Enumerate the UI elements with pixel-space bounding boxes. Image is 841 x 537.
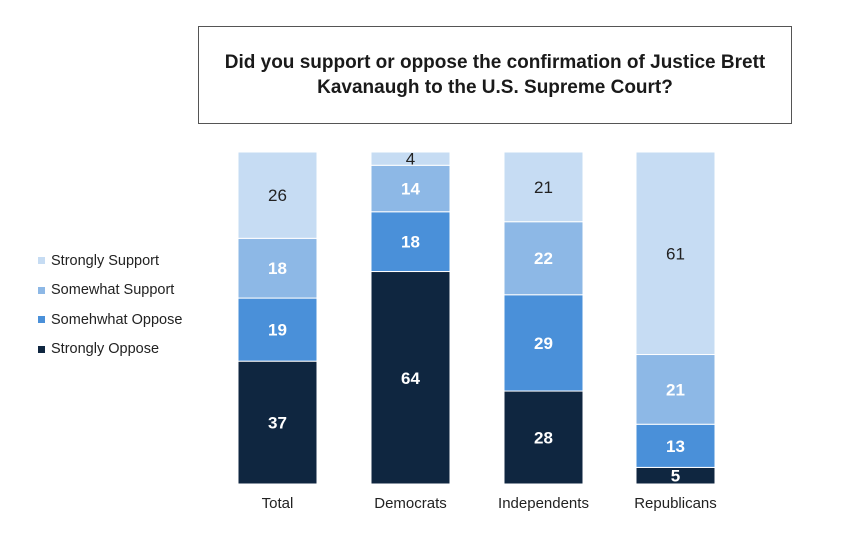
data-label-republicans-somehwhat-oppose: 13 xyxy=(666,437,685,456)
data-label-total-somehwhat-oppose: 19 xyxy=(268,321,287,340)
category-label-democrats: Democrats xyxy=(374,495,447,512)
data-label-total-somewhat-support: 18 xyxy=(268,259,287,278)
bar-total-somehwhat-oppose xyxy=(237,297,318,362)
chart-legend: Strongly Support Somewhat Support Somehwha… xyxy=(38,246,182,364)
legend-swatch xyxy=(38,345,45,353)
bar-independents-somewhat-support xyxy=(503,221,584,296)
legend-item-somewhat-support: Somewhat Support xyxy=(38,276,182,306)
chart-title: Did you support or oppose the confirmati… xyxy=(224,52,766,98)
data-label-total-strongly-support: 26 xyxy=(268,186,287,205)
bar-independents-strongly-oppose xyxy=(503,390,584,485)
data-label-democrats-somehwhat-oppose: 18 xyxy=(401,233,420,252)
data-label-total-strongly-oppose: 37 xyxy=(268,414,287,433)
legend-swatch xyxy=(38,257,45,265)
bar-total-strongly-support xyxy=(237,151,318,239)
data-label-independents-strongly-oppose: 28 xyxy=(534,429,553,448)
legend-label: Strongly Support xyxy=(51,252,160,269)
legend-label: Somehwhat Oppose xyxy=(51,311,183,328)
legend-swatch xyxy=(38,316,45,324)
bar-democrats-strongly-oppose xyxy=(370,271,451,485)
bar-democrats-strongly-support xyxy=(370,151,451,166)
data-label-democrats-somewhat-support: 14 xyxy=(401,180,420,199)
bar-total-somewhat-support xyxy=(237,237,318,299)
legend-item-strongly-support: Strongly Support xyxy=(38,246,182,276)
data-label-republicans-strongly-support: 61 xyxy=(666,244,685,263)
legend-label: Somewhat Support xyxy=(51,282,175,299)
legend-item-somehwhat-oppose: Somehwhat Oppose xyxy=(38,305,182,335)
legend-label: Strongly Oppose xyxy=(51,341,160,358)
data-label-democrats-strongly-support: 4 xyxy=(406,150,415,169)
data-label-independents-somehwhat-oppose: 29 xyxy=(534,334,553,353)
data-label-democrats-strongly-oppose: 64 xyxy=(401,369,420,388)
bar-democrats-somehwhat-oppose xyxy=(370,211,451,273)
bar-independents-somehwhat-oppose xyxy=(503,294,584,392)
bar-republicans-strongly-support xyxy=(635,151,716,356)
data-label-independents-strongly-support: 21 xyxy=(534,178,553,197)
data-label-republicans-strongly-oppose: 5 xyxy=(671,467,680,486)
category-label-total: Total xyxy=(262,495,294,512)
legend-swatch xyxy=(38,286,45,294)
legend-item-strongly-oppose: Strongly Oppose xyxy=(38,335,182,365)
data-label-independents-somewhat-support: 22 xyxy=(534,249,553,268)
category-label-independents: Independents xyxy=(498,495,589,512)
data-label-republicans-somewhat-support: 21 xyxy=(666,380,685,399)
bar-total-strongly-oppose xyxy=(237,360,318,485)
category-label-republicans: Republicans xyxy=(634,495,717,512)
bar-independents-strongly-support xyxy=(503,151,584,223)
bar-democrats-somewhat-support xyxy=(370,164,451,213)
chart-title-box: Did you support or oppose the confirmati… xyxy=(198,26,792,124)
